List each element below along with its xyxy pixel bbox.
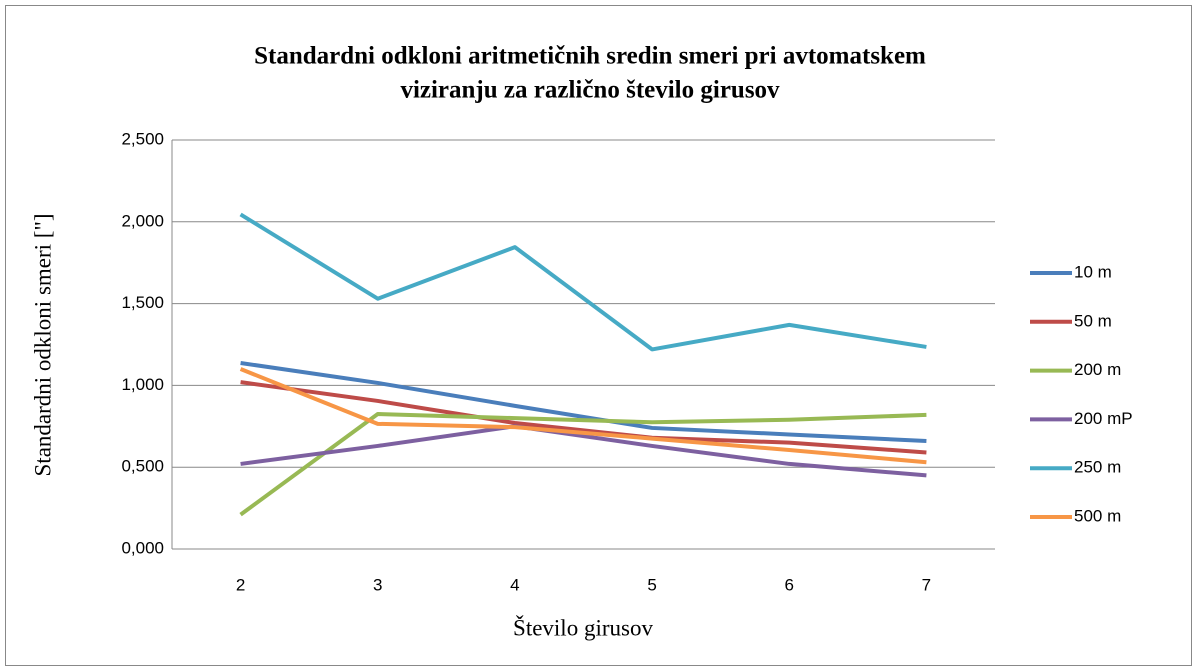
y-axis-label: Standardni odkloni smeri ["] — [30, 214, 55, 477]
data-line — [239, 212, 927, 352]
data-line — [240, 424, 927, 478]
y-tick-label: 0,000 — [121, 538, 164, 557]
x-tick-label: 4 — [510, 575, 519, 594]
y-tick-label: 2,000 — [121, 211, 164, 230]
y-tick-label: 2,500 — [121, 129, 164, 148]
y-tick-label: 1,000 — [121, 375, 164, 394]
chart-border — [5, 5, 1192, 666]
legend-label: 200 m — [1074, 360, 1121, 379]
legend-label: 500 m — [1074, 506, 1121, 525]
x-tick-label: 2 — [236, 575, 245, 594]
data-line — [240, 361, 927, 444]
chart-title: Standardni odkloni aritmetičnih sredin s… — [254, 43, 926, 70]
legend-label: 10 m — [1074, 262, 1112, 281]
x-tick-label: 7 — [922, 575, 931, 594]
y-tick-label: 1,500 — [121, 293, 164, 312]
x-axis-label: Število girusov — [513, 614, 653, 640]
legend-label: 200 mP — [1074, 409, 1133, 428]
x-tick-label: 6 — [785, 575, 794, 594]
data-line — [239, 412, 927, 517]
x-tick-label: 3 — [373, 575, 382, 594]
y-tick-label: 0,500 — [121, 457, 164, 476]
data-line — [240, 380, 927, 455]
data-line — [239, 367, 927, 465]
legend-label: 250 m — [1074, 458, 1121, 477]
chart-title: viziranju za različno število girusov — [400, 77, 780, 104]
legend-label: 50 m — [1074, 311, 1112, 330]
x-tick-label: 5 — [647, 575, 656, 594]
